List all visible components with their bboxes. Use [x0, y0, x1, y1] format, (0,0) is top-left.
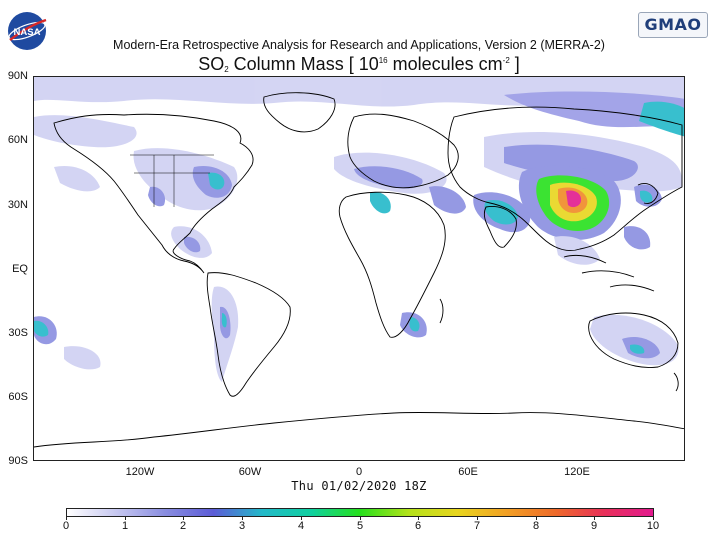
colorbar-tick-label: 1	[121, 520, 129, 532]
title-sub-2: 2	[224, 65, 229, 74]
lon-label-60e: 60E	[458, 466, 478, 478]
colorbar-tick-mark	[183, 517, 184, 520]
colorbar-tick-mark	[360, 517, 361, 520]
colorbar-tick-label: 10	[646, 520, 660, 532]
colorbar-tick-label: 5	[356, 520, 364, 532]
colorbar-tick-label: 7	[473, 520, 481, 532]
map-title: SO2 Column Mass [ 1016 molecules cm-2 ]	[0, 54, 718, 75]
lat-label-eq: EQ	[12, 263, 28, 275]
so2-field	[34, 77, 684, 382]
map-frame	[33, 76, 685, 461]
gmao-logo: GMAO	[638, 12, 708, 38]
title-units: molecules cm	[387, 54, 503, 74]
lat-label-90n: 90N	[7, 70, 28, 82]
colorbar	[66, 508, 654, 517]
colorbar-tick-mark	[477, 517, 478, 520]
colorbar-tick-label: 8	[532, 520, 540, 532]
colorbar-tick-label: 2	[179, 520, 187, 532]
lon-label-120w: 120W	[125, 466, 155, 478]
colorbar-tick-mark	[301, 517, 302, 520]
lon-label-60w: 60W	[238, 466, 262, 478]
so2-map	[34, 77, 684, 448]
gmao-logo-text: GMAO	[644, 15, 702, 34]
title-exponent: 16	[378, 56, 388, 65]
title-mid: Column Mass [ 10	[228, 54, 379, 74]
title-so: SO	[198, 54, 225, 74]
colorbar-tick-label: 3	[238, 520, 246, 532]
lat-label-60n: 60N	[7, 134, 28, 146]
lat-label-60s: 60S	[8, 391, 28, 403]
colorbar-tick-mark	[125, 517, 126, 520]
map-subtitle: Modern-Era Retrospective Analysis for Re…	[113, 38, 605, 52]
colorbar-tick-label: 6	[414, 520, 422, 532]
colorbar-tick-label: 4	[297, 520, 305, 532]
colorbar-tick-mark	[242, 517, 243, 520]
colorbar-tick-label: 9	[590, 520, 598, 532]
lat-label-30n: 30N	[7, 199, 28, 211]
lon-label-0: 0	[355, 466, 363, 478]
timestamp: Thu 01/02/2020 18Z	[291, 479, 427, 493]
colorbar-tick-label: 0	[62, 520, 70, 532]
lat-label-90s: 90S	[8, 455, 28, 467]
title-end: ]	[509, 54, 520, 74]
coastlines	[34, 92, 684, 448]
colorbar-tick-mark	[594, 517, 595, 520]
colorbar-tick-mark	[653, 517, 654, 520]
lon-label-120e: 120E	[564, 466, 590, 478]
lat-label-30s: 30S	[8, 327, 28, 339]
colorbar-tick-mark	[66, 517, 67, 520]
nasa-logo-text: NASA	[14, 27, 41, 38]
colorbar-tick-mark	[418, 517, 419, 520]
nasa-logo: NASA	[8, 12, 47, 50]
colorbar-tick-mark	[536, 517, 537, 520]
title-units-exponent: -2	[502, 56, 510, 65]
